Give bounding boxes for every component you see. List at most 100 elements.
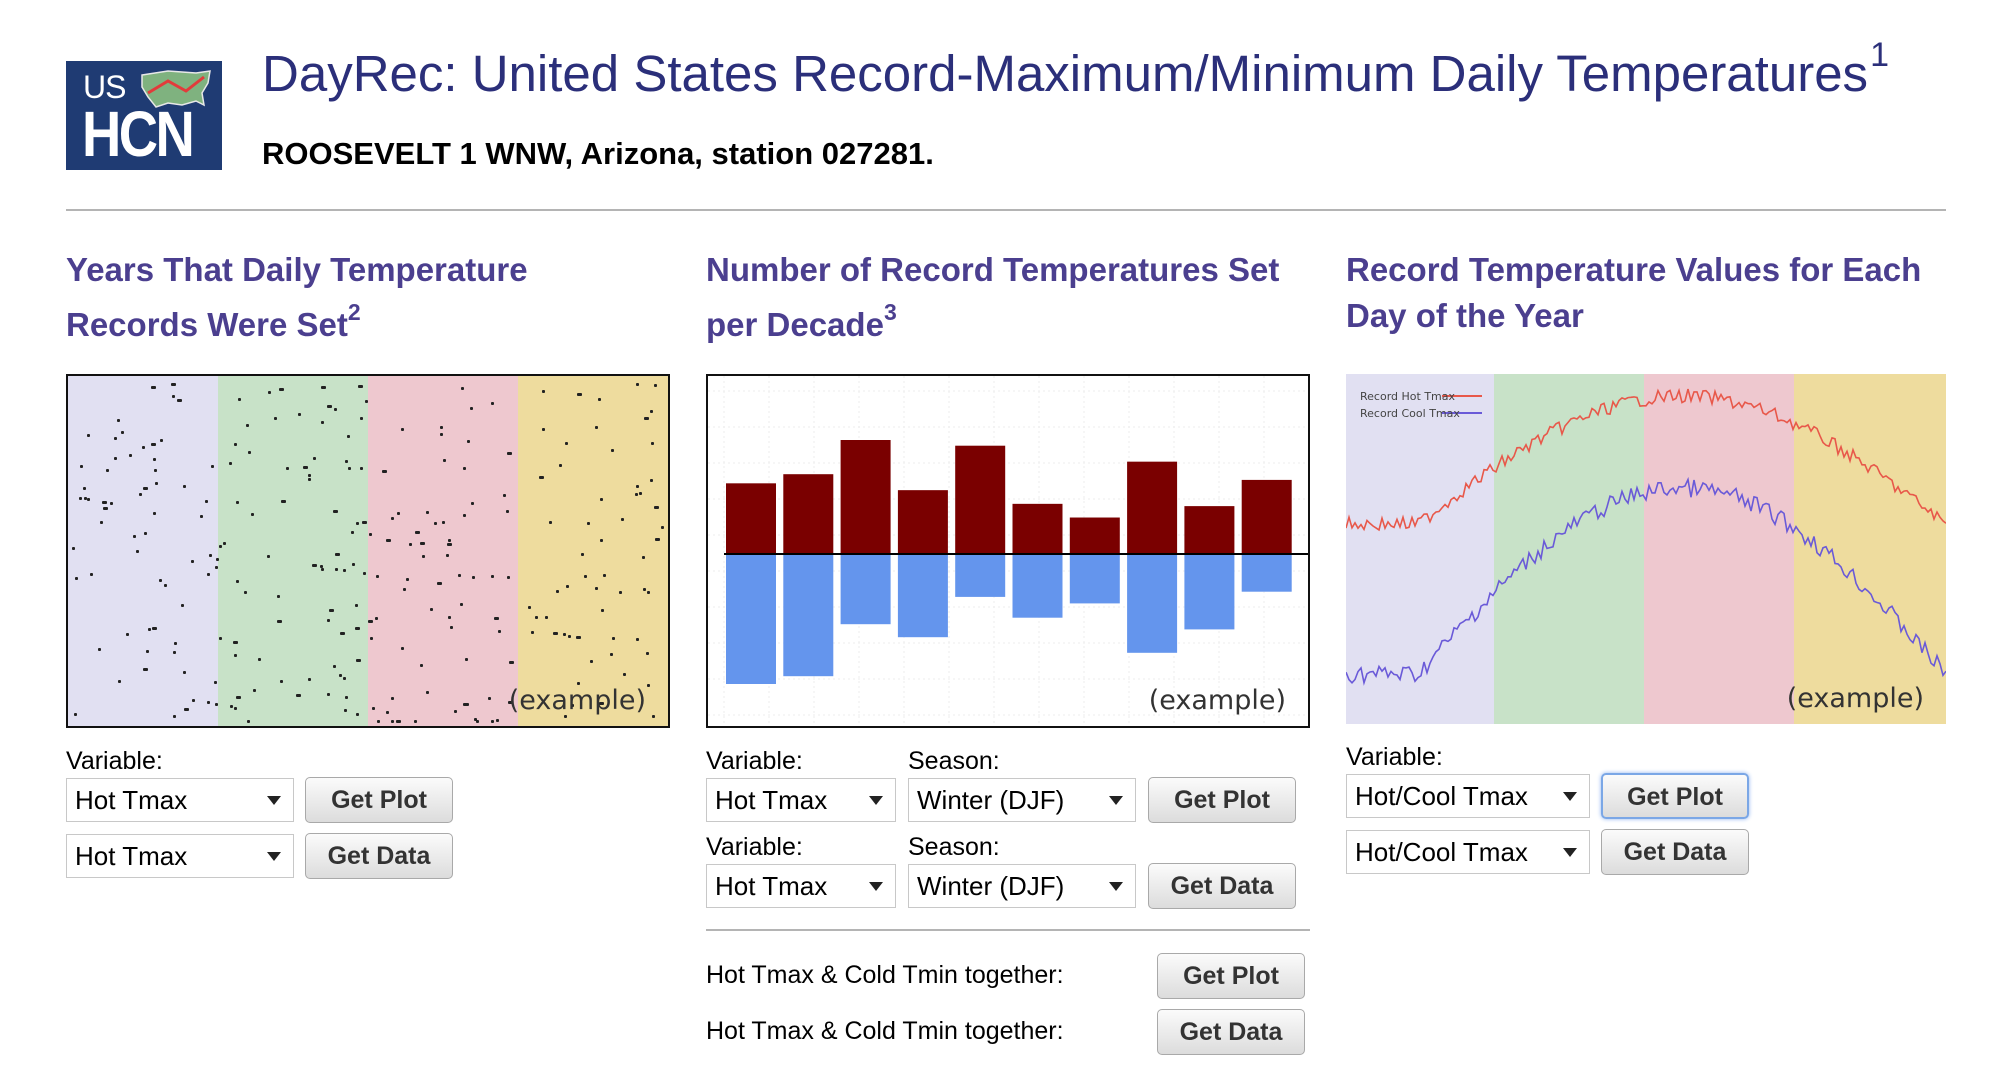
record-dot bbox=[600, 539, 604, 543]
record-dot bbox=[326, 618, 330, 622]
record-dot bbox=[327, 404, 333, 408]
logo-hcn-text: HCN bbox=[82, 98, 195, 170]
record-dot bbox=[643, 417, 649, 421]
record-dot bbox=[507, 700, 513, 704]
record-dot bbox=[340, 631, 346, 635]
chevron-down-icon bbox=[1109, 882, 1123, 891]
record-dot bbox=[355, 603, 359, 607]
record-dot bbox=[143, 487, 149, 490]
record-dot bbox=[153, 469, 157, 473]
record-dot bbox=[647, 590, 650, 594]
record-dot bbox=[113, 436, 117, 440]
record-dot bbox=[102, 500, 108, 504]
record-dot bbox=[219, 545, 223, 549]
record-dot bbox=[246, 719, 250, 723]
record-dot bbox=[446, 542, 452, 546]
years-title-text: Years That Daily Temperature Records Wer… bbox=[66, 251, 528, 343]
record-dot bbox=[639, 491, 643, 495]
record-cool-line bbox=[1346, 476, 1946, 686]
decade-plot-variable-select[interactable]: Hot Tmax bbox=[706, 778, 896, 822]
record-dot bbox=[538, 476, 544, 480]
record-dot bbox=[462, 466, 466, 470]
record-dot bbox=[661, 526, 664, 530]
record-dot bbox=[442, 458, 446, 462]
dayofyear-data-variable-value: Hot/Cool Tmax bbox=[1355, 837, 1528, 867]
record-dot bbox=[587, 522, 591, 525]
record-dot bbox=[214, 565, 218, 569]
record-dot bbox=[228, 462, 232, 465]
record-dot bbox=[652, 714, 656, 718]
decade-footnote-link[interactable]: 3 bbox=[883, 299, 897, 325]
record-dot bbox=[206, 573, 210, 577]
decade-get-plot-button[interactable]: Get Plot bbox=[1148, 777, 1296, 823]
decade-get-data-button[interactable]: Get Data bbox=[1148, 863, 1296, 909]
winter-band bbox=[68, 376, 218, 726]
record-dot bbox=[643, 587, 647, 591]
record-dot bbox=[369, 532, 373, 536]
hot-record-bar bbox=[1012, 503, 1063, 554]
years-plot-variable-value: Hot Tmax bbox=[75, 785, 188, 815]
record-dot bbox=[598, 397, 602, 401]
record-dot bbox=[464, 703, 470, 707]
years-data-variable-value: Hot Tmax bbox=[75, 841, 188, 871]
together-get-plot-button[interactable]: Get Plot bbox=[1157, 953, 1305, 999]
dayofyear-data-variable-select[interactable]: Hot/Cool Tmax bbox=[1346, 830, 1590, 874]
dayofyear-plot-variable-value: Hot/Cool Tmax bbox=[1355, 781, 1528, 811]
years-plot-variable-select[interactable]: Hot Tmax bbox=[66, 778, 294, 822]
years-get-plot-button[interactable]: Get Plot bbox=[305, 777, 453, 823]
record-dot bbox=[278, 388, 284, 392]
decade-plot-variable-value: Hot Tmax bbox=[715, 785, 828, 815]
record-dot bbox=[333, 509, 339, 513]
record-dot bbox=[152, 457, 156, 461]
record-dot bbox=[565, 585, 569, 589]
hot-record-bar bbox=[1241, 479, 1292, 554]
record-dot bbox=[458, 574, 462, 577]
record-dot bbox=[343, 676, 346, 680]
record-dot bbox=[385, 711, 389, 715]
years-get-data-button[interactable]: Get Data bbox=[305, 833, 453, 879]
decade-plot-season-select[interactable]: Winter (DJF) bbox=[908, 778, 1136, 822]
record-dot bbox=[97, 648, 101, 652]
record-dot bbox=[173, 651, 176, 654]
title-footnote-link[interactable]: 1 bbox=[1870, 36, 1889, 74]
decade-season-label-1: Season: bbox=[908, 747, 1000, 775]
record-dot bbox=[577, 682, 581, 686]
record-dot bbox=[207, 701, 211, 705]
decade-bars bbox=[726, 440, 1292, 684]
decade-example-label: (example) bbox=[1148, 685, 1286, 716]
record-dot bbox=[83, 486, 87, 490]
dayofyear-get-data-button[interactable]: Get Data bbox=[1601, 829, 1749, 875]
record-dot bbox=[126, 633, 130, 636]
years-data-variable-select[interactable]: Hot Tmax bbox=[66, 834, 294, 878]
together-get-data-button[interactable]: Get Data bbox=[1157, 1009, 1305, 1055]
record-dot bbox=[339, 674, 343, 677]
chevron-down-icon bbox=[267, 852, 281, 861]
cold-record-bar bbox=[1069, 554, 1120, 604]
together-plot-label: Hot Tmax & Cold Tmin together: bbox=[706, 961, 1064, 989]
record-dot bbox=[100, 521, 104, 525]
years-footnote-link[interactable]: 2 bbox=[347, 299, 361, 325]
record-dot bbox=[472, 576, 476, 580]
cold-record-bar bbox=[726, 554, 776, 684]
record-dot bbox=[133, 535, 137, 539]
record-dot bbox=[654, 538, 660, 542]
record-dot bbox=[434, 522, 438, 526]
decade-section-title: Number of Record Temperatures Set per De… bbox=[706, 247, 1306, 348]
dayofyear-plot-variable-select[interactable]: Hot/Cool Tmax bbox=[1346, 774, 1590, 818]
dayofyear-get-plot-button[interactable]: Get Plot bbox=[1601, 773, 1749, 819]
decade-data-season-select[interactable]: Winter (DJF) bbox=[908, 864, 1136, 908]
record-dot bbox=[641, 555, 645, 559]
record-dot bbox=[649, 410, 653, 413]
record-dot bbox=[475, 720, 479, 723]
record-dot bbox=[233, 443, 237, 446]
record-dot bbox=[509, 661, 515, 665]
dayofyear-variable-label: Variable: bbox=[1346, 743, 1443, 771]
decade-data-variable-select[interactable]: Hot Tmax bbox=[706, 864, 896, 908]
record-dot bbox=[214, 702, 218, 706]
hot-record-bar bbox=[726, 483, 776, 554]
record-dot bbox=[129, 453, 133, 457]
record-dot bbox=[584, 574, 588, 578]
cold-record-bar bbox=[897, 554, 948, 638]
record-dot bbox=[142, 667, 148, 671]
record-dot bbox=[257, 658, 261, 662]
